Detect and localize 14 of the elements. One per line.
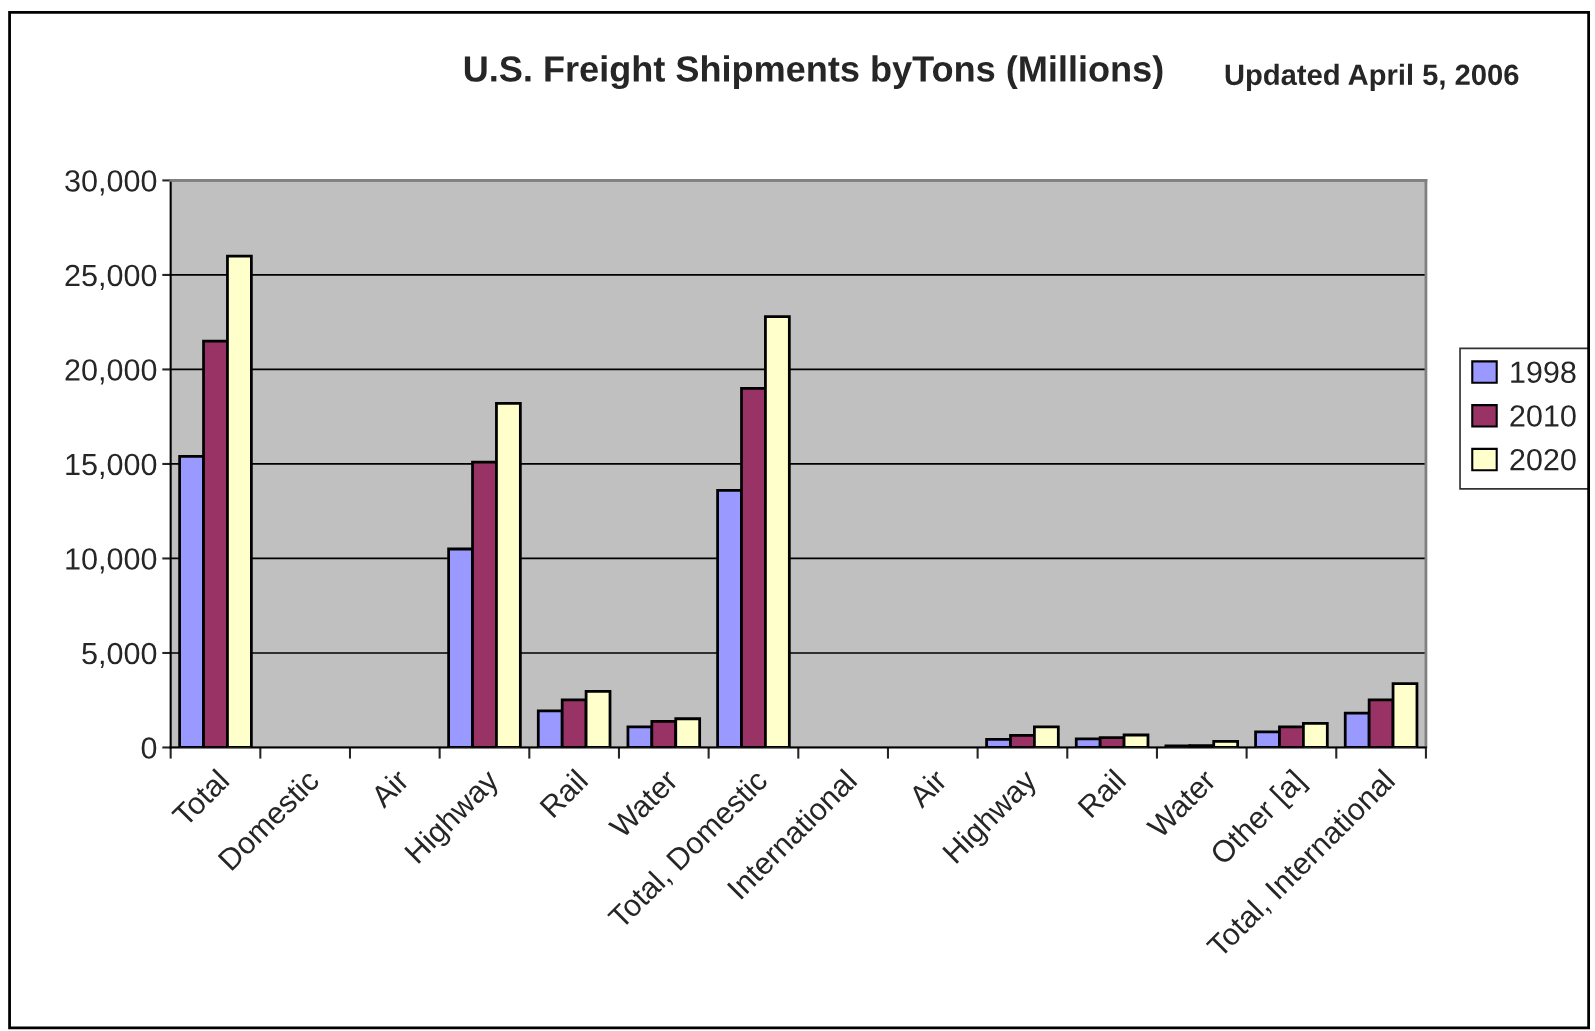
y-tick-label: 0 bbox=[141, 737, 157, 759]
text: Updated April 5, 2006 bbox=[1225, 63, 1519, 91]
y-tick-label: 15,000 bbox=[66, 453, 157, 479]
y-tick-label: 20,000 bbox=[65, 359, 157, 385]
legend-label: 2020 bbox=[1510, 448, 1576, 471]
chart-title: U.S. Freight Shipments byTons (Millions) bbox=[464, 55, 1163, 90]
x-tick-label: Rail bbox=[538, 768, 589, 819]
y-tick-label: 5,000 bbox=[82, 642, 157, 668]
y-tick-label: 25,000 bbox=[65, 264, 157, 290]
y-tick-label: 10,000 bbox=[66, 548, 157, 574]
legend-label: 1998 bbox=[1511, 361, 1576, 384]
x-tick-label: Rail bbox=[1076, 768, 1127, 819]
legend-label: 2010 bbox=[1510, 405, 1576, 427]
y-tick-label: 30,000 bbox=[65, 170, 157, 196]
